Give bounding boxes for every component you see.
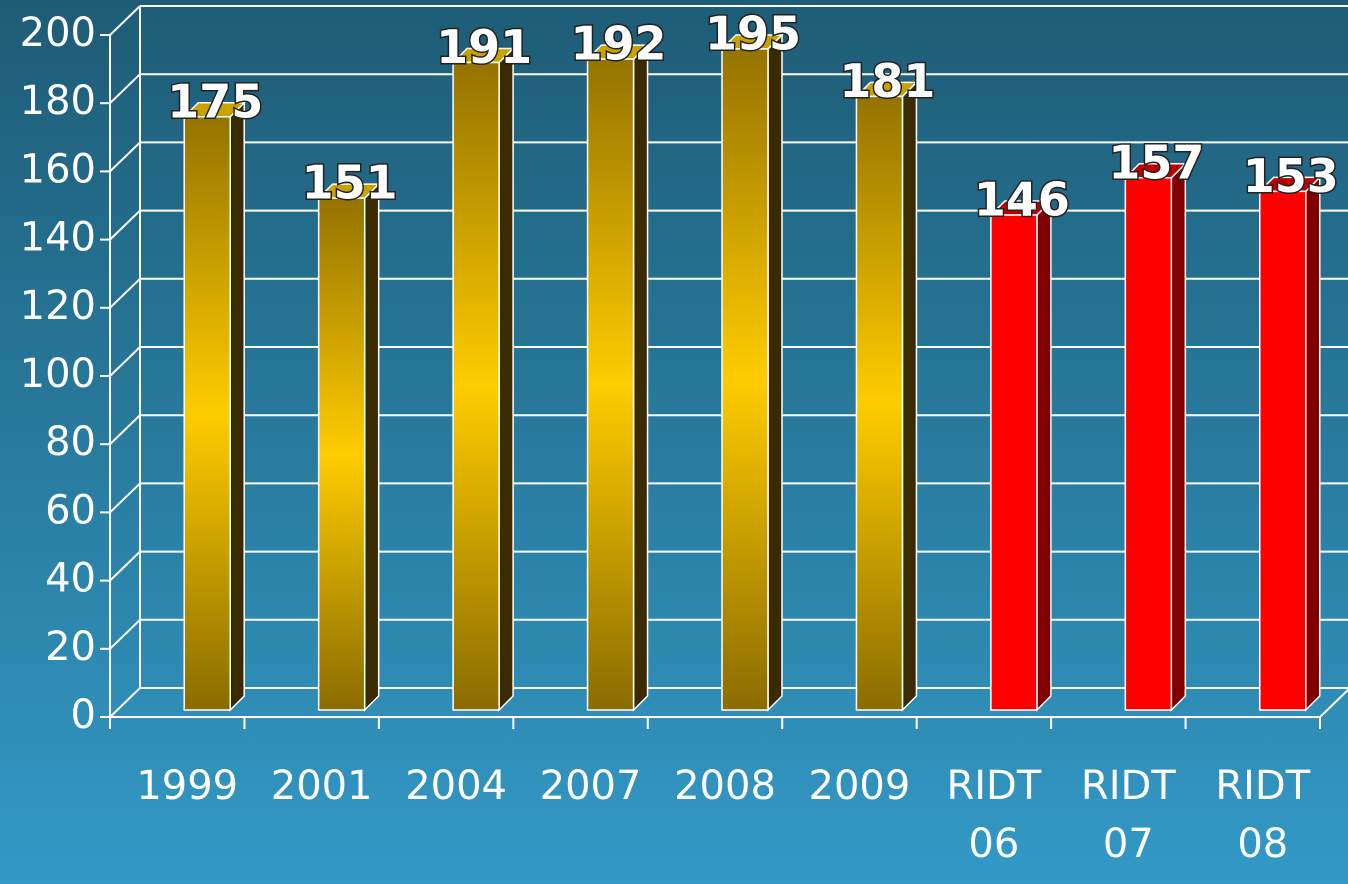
- grid-line-side: [109, 482, 141, 514]
- y-tick-label: 100: [20, 351, 96, 397]
- x-tick-label: 2001: [270, 763, 373, 809]
- bar: [1124, 177, 1173, 711]
- grid-line-side: [109, 209, 141, 241]
- value-label: 153: [1243, 149, 1339, 203]
- value-label: 191: [436, 20, 532, 74]
- bar-side: [1036, 199, 1052, 712]
- floor-right: [1319, 688, 1348, 718]
- grid-line-side: [109, 414, 141, 445]
- bar: [990, 214, 1038, 711]
- value-label: 195: [705, 6, 801, 60]
- x-tick-label: 2004: [405, 763, 507, 809]
- bar: [317, 197, 366, 711]
- bar-side: [498, 46, 514, 712]
- y-tick-label: 80: [45, 419, 96, 465]
- y-tick-label: 160: [20, 146, 96, 192]
- y-tick-label: 40: [45, 556, 96, 602]
- x-tick-label: 2007: [539, 763, 642, 809]
- bar-side: [1170, 161, 1187, 712]
- x-tick-label: RIDT 08: [1215, 763, 1311, 867]
- bar-side: [632, 43, 649, 712]
- x-tick-label: 2008: [674, 763, 776, 809]
- bar: [721, 48, 769, 711]
- y-tick-label: 60: [45, 487, 96, 533]
- grid-line-side: [109, 346, 141, 377]
- grid-line-side: [109, 278, 141, 309]
- grid-line-side: [109, 73, 141, 104]
- y-tick-label: 120: [20, 283, 96, 329]
- grid-line-side: [109, 687, 141, 718]
- x-tick-label: RIDT 06: [946, 763, 1042, 867]
- value-label: 192: [571, 17, 667, 71]
- grid-line-side: [109, 5, 141, 36]
- grid-line-side: [109, 619, 141, 650]
- y-tick-label: 200: [20, 10, 96, 56]
- y-tick-label: 20: [45, 624, 96, 670]
- y-tick-label: 180: [20, 78, 96, 124]
- y-tick-label: 0: [71, 692, 96, 738]
- bar: [586, 58, 635, 711]
- x-tick-label: 1999: [136, 763, 239, 809]
- x-tick-label: RIDT 07: [1080, 763, 1176, 867]
- grid-line-side: [109, 141, 141, 173]
- bar: [452, 61, 500, 711]
- value-label: 157: [1108, 135, 1204, 189]
- bar-side: [901, 80, 918, 712]
- value-label: 181: [839, 54, 935, 108]
- bar: [1259, 190, 1307, 711]
- value-label: 175: [167, 74, 263, 128]
- y-tick-label: 140: [20, 215, 96, 261]
- bar: [183, 116, 231, 711]
- bar-side: [363, 182, 380, 712]
- bar-side: [229, 100, 245, 712]
- x-tick-label: 2009: [808, 763, 911, 809]
- bar: [855, 95, 904, 711]
- bar-side: [767, 33, 783, 712]
- grid-line-side: [109, 550, 141, 582]
- value-label: 146: [974, 173, 1070, 227]
- bar-side: [1305, 175, 1321, 712]
- value-label: 151: [302, 156, 398, 210]
